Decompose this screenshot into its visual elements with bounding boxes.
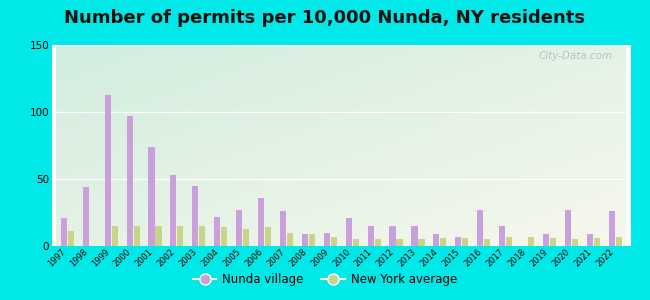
Bar [419, 239, 424, 246]
Bar [155, 226, 162, 246]
Legend: Nunda village, New York average: Nunda village, New York average [188, 269, 462, 291]
Bar [68, 231, 74, 246]
Bar [616, 237, 622, 246]
Bar [374, 239, 381, 246]
Bar [593, 238, 600, 246]
Bar [565, 210, 571, 246]
Text: Number of permits per 10,000 Nunda, NY residents: Number of permits per 10,000 Nunda, NY r… [64, 9, 586, 27]
Bar [60, 218, 67, 246]
Bar [331, 237, 337, 246]
Bar [127, 116, 133, 246]
Bar [258, 198, 264, 246]
Bar [455, 237, 461, 246]
Bar [83, 187, 89, 246]
Bar [389, 226, 396, 246]
Bar [148, 147, 155, 246]
Bar [346, 218, 352, 246]
Bar [462, 238, 469, 246]
Bar [105, 94, 111, 246]
Bar [499, 226, 505, 246]
Bar [587, 234, 593, 246]
Bar [506, 237, 512, 246]
Bar [477, 210, 483, 246]
Bar [528, 237, 534, 246]
Bar [411, 226, 417, 246]
Bar [287, 232, 293, 246]
Bar [221, 227, 228, 246]
Bar [133, 226, 140, 246]
Text: City-Data.com: City-Data.com [539, 51, 613, 61]
Bar [484, 239, 490, 246]
Bar [112, 226, 118, 246]
Bar [265, 227, 271, 246]
Bar [550, 238, 556, 246]
Bar [543, 234, 549, 246]
Bar [192, 186, 198, 246]
Bar [353, 239, 359, 246]
Bar [396, 239, 402, 246]
Bar [309, 234, 315, 246]
Bar [214, 217, 220, 246]
Bar [302, 234, 308, 246]
Bar [608, 211, 615, 246]
Bar [434, 234, 439, 246]
Bar [177, 226, 183, 246]
Bar [367, 226, 374, 246]
Bar [280, 211, 286, 246]
Bar [170, 175, 176, 246]
Bar [243, 229, 249, 246]
Bar [572, 239, 578, 246]
Bar [324, 232, 330, 246]
Bar [200, 226, 205, 246]
Bar [440, 238, 447, 246]
Bar [236, 210, 242, 246]
